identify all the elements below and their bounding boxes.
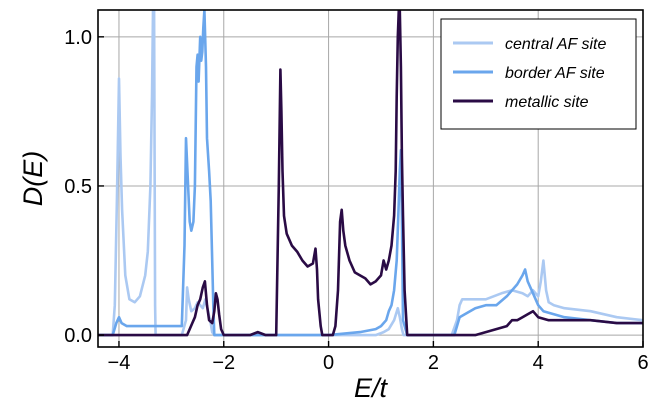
x-axis-label: E/t [354,373,389,403]
series-group [98,10,643,337]
x-tick-label: 6 [637,352,648,374]
legend: central AF site border AF site metallic si… [440,18,637,130]
legend-label: border AF site [505,65,605,82]
x-tick-label: 2 [428,352,439,374]
legend-label: metallic site [505,94,589,111]
x-tick-label: 4 [533,352,544,374]
y-tick-label: 0.5 [64,176,92,198]
y-tick-label: 1.0 [64,27,92,49]
x-tick-label: −4 [108,352,131,374]
y-axis-label: D(E) [18,151,48,207]
series-line-2 [98,10,643,337]
axis-ticks: −4 −2 0 2 4 6 0.0 0.5 1.0 [64,27,648,374]
x-tick-label: 0 [323,352,334,374]
legend-label: central AF site [505,36,606,53]
x-tick-label: −2 [212,352,235,374]
plot-frame [97,9,644,348]
y-tick-label: 0.0 [64,325,92,347]
legend-box [440,18,637,130]
series-line-1 [98,10,643,337]
